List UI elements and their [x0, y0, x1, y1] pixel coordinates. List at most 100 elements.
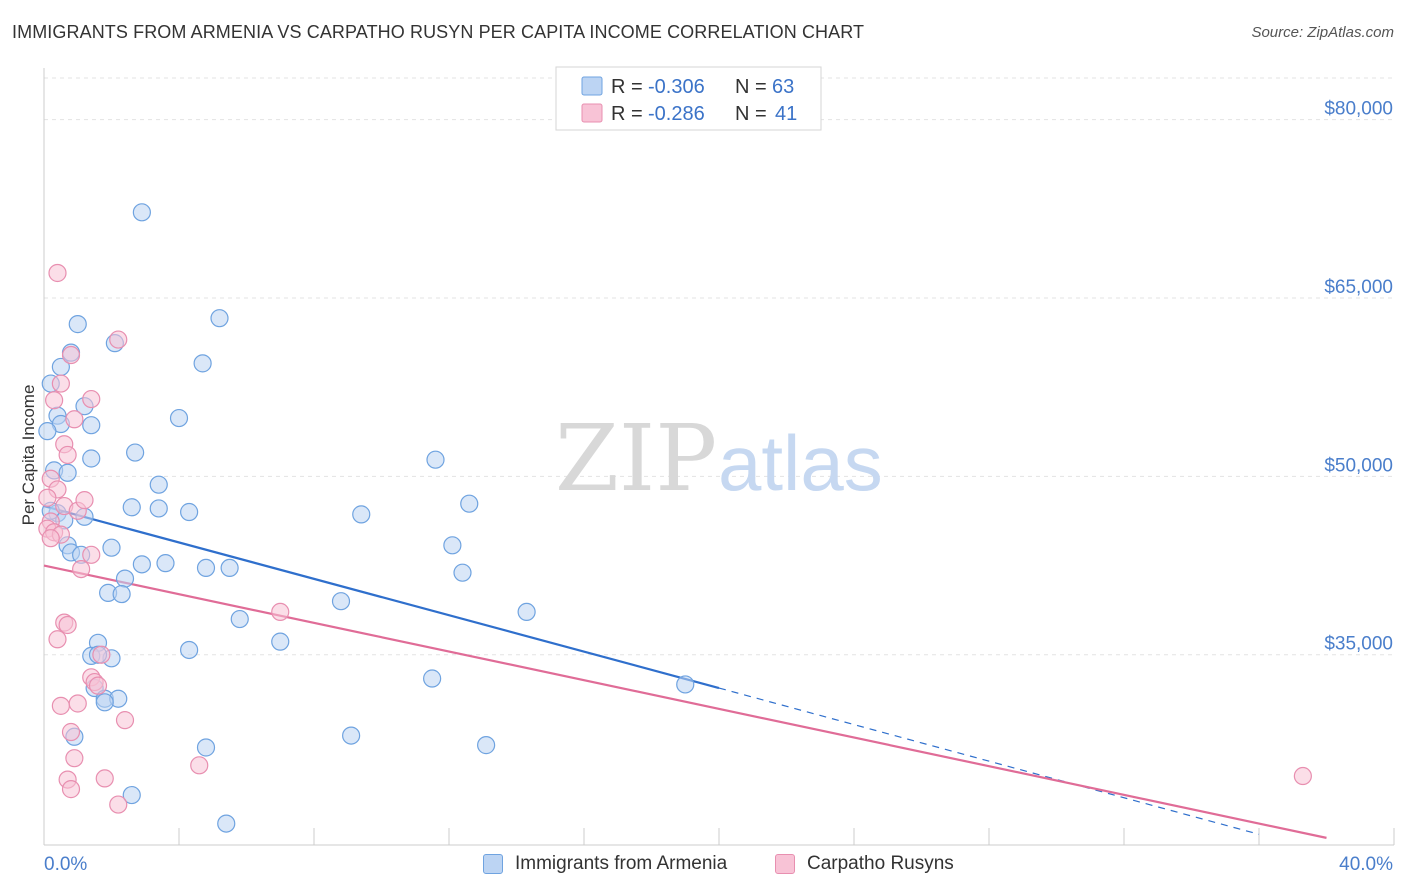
legend-item-armenia[interactable]: Immigrants from Armenia — [483, 853, 727, 875]
rusyn-point — [88, 676, 108, 695]
armenia-point — [149, 475, 168, 494]
armenia-point — [149, 499, 168, 518]
rusyn-point — [82, 389, 101, 409]
armenia-point — [132, 203, 151, 222]
x-tick-label-start: 0.0% — [44, 854, 87, 875]
armenia-point — [676, 675, 695, 694]
rusyn-point — [38, 488, 57, 507]
legend-n-label-1: N = — [735, 76, 767, 98]
rusyn-point — [271, 602, 290, 622]
legend-swatch-rusyn — [775, 854, 795, 874]
armenia-point — [169, 408, 189, 428]
rusyn-point — [61, 345, 81, 365]
armenia-point — [271, 632, 290, 651]
rusyn-point — [68, 694, 87, 713]
rusyn-point — [58, 615, 77, 635]
trend-lines — [43, 505, 1327, 839]
armenia-point — [58, 463, 77, 482]
armenia-point — [115, 569, 135, 588]
armenia-point — [112, 584, 131, 604]
armenia-point — [122, 498, 141, 517]
watermark-atlas: atlas — [718, 419, 883, 507]
legend-n-value-2: 41 — [775, 103, 797, 125]
legend-r-value-2: -0.286 — [648, 103, 705, 125]
rusyn-point — [58, 445, 77, 465]
armenia-point — [423, 669, 442, 688]
armenia-point — [342, 726, 361, 745]
rusyn-point — [75, 491, 94, 510]
armenia-trend-extension — [718, 687, 1260, 835]
rusyn-point — [82, 545, 101, 564]
armenia-point — [443, 536, 462, 555]
legend-r-value-1: -0.306 — [648, 76, 705, 98]
armenia-point — [180, 640, 199, 660]
rusyn-point — [1293, 766, 1312, 786]
armenia-point — [68, 315, 87, 334]
armenia-point — [426, 450, 445, 469]
armenia-point — [122, 785, 141, 805]
y-tick-label: $50,000 — [1324, 455, 1393, 476]
armenia-point — [230, 609, 249, 629]
rusyn-point — [92, 645, 111, 664]
rusyn-point — [72, 559, 91, 579]
armenia-point — [453, 563, 472, 582]
armenia-point — [460, 494, 479, 513]
source-label: Source: ZipAtlas.com — [1251, 24, 1394, 41]
armenia-point — [102, 538, 121, 557]
armenia-point — [196, 738, 216, 757]
rusyn-point — [51, 696, 70, 715]
rusyn-point — [61, 780, 81, 799]
bottom-legend: Immigrants from Armenia Carpatho Rusyns — [0, 850, 1406, 880]
armenia-point — [352, 505, 371, 524]
legend-r-label-2: R = — [611, 103, 643, 125]
armenia-point — [331, 592, 351, 611]
legend-label-armenia: Immigrants from Armenia — [515, 853, 728, 874]
armenia-point — [82, 416, 101, 435]
watermark-zip: ZIP — [555, 405, 717, 512]
armenia-point — [126, 443, 145, 462]
rusyn-point — [109, 330, 128, 349]
armenia-point — [196, 558, 216, 578]
rusyn-point — [41, 529, 60, 548]
legend-n-label-2: N = — [735, 103, 767, 125]
y-axis-label: Per Capita Income — [19, 385, 38, 526]
armenia-point — [95, 693, 114, 712]
y-tick-label: $80,000 — [1324, 99, 1393, 120]
armenia-point — [180, 502, 199, 522]
rusyn-point — [48, 630, 67, 649]
legend-r-label-1: R = — [611, 76, 643, 98]
armenia-point — [82, 449, 101, 468]
legend-item-rusyn[interactable]: Carpatho Rusyns — [775, 853, 954, 875]
armenia-point — [193, 354, 212, 373]
rusyn-point — [65, 749, 84, 768]
armenia-point — [38, 422, 57, 441]
rusyn-point — [48, 263, 67, 283]
armenia-point — [517, 602, 536, 622]
armenia-point — [132, 555, 151, 574]
legend-n-value-1: 63 — [772, 76, 794, 98]
armenia-point — [217, 814, 236, 833]
rusyn-point — [61, 722, 81, 742]
rusyn-point — [51, 374, 70, 393]
legend-swatch-armenia — [483, 854, 503, 874]
rusyn-point — [65, 410, 84, 429]
legend-swatch-pink — [581, 103, 603, 123]
gridlines — [44, 77, 1394, 656]
chart-title: IMMIGRANTS FROM ARMENIA VS CARPATHO RUSY… — [12, 22, 865, 42]
armenia-trend-line — [43, 505, 720, 690]
armenia-point — [477, 736, 496, 755]
armenia-point — [220, 558, 239, 578]
legend-label-rusyn: Carpatho Rusyns — [807, 853, 954, 874]
y-tick-label: $35,000 — [1324, 634, 1393, 655]
data-points — [38, 203, 1312, 833]
rusyn-point — [95, 769, 114, 788]
legend-box: R = -0.306 N = 63 R = -0.286 N = 41 — [555, 66, 822, 131]
legend-swatch-blue — [581, 76, 603, 96]
rusyn-point — [115, 711, 135, 730]
rusyn-point — [45, 391, 64, 410]
armenia-point — [156, 554, 175, 573]
rusyn-point — [109, 795, 128, 814]
axes: $35,000 $50,000 $65,000 $80,000 0.0% 40.0% — [43, 68, 1395, 875]
x-tick-label-end: 40.0% — [1339, 854, 1393, 875]
